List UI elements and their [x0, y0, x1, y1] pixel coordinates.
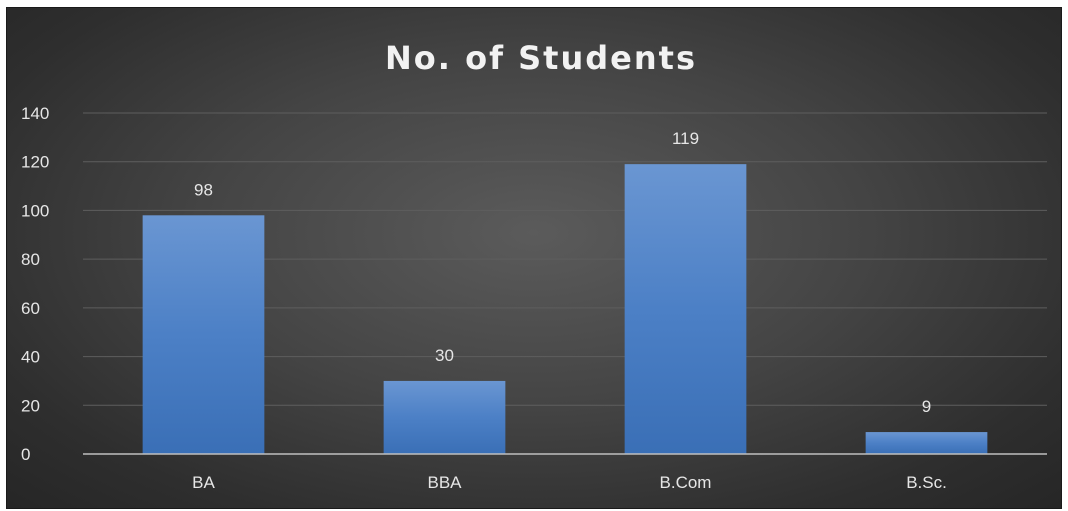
bars	[142, 164, 988, 454]
x-axis-category-labels: BA BBA B.Com B.Sc.	[192, 473, 947, 492]
chart-title: No. of Students	[385, 39, 697, 77]
x-category-label: B.Com	[660, 473, 712, 492]
data-label: 119	[672, 129, 699, 148]
data-labels: 98 30 119 9	[194, 129, 931, 416]
data-label: 98	[194, 180, 213, 199]
data-label: 30	[435, 346, 454, 365]
data-label: 9	[922, 397, 931, 416]
bar-b-sc	[865, 432, 988, 454]
x-category-label: B.Sc.	[906, 473, 947, 492]
x-category-label: BA	[192, 473, 215, 492]
y-tick-label: 80	[21, 250, 40, 269]
y-tick-label: 100	[21, 201, 49, 220]
y-tick-label: 60	[21, 299, 40, 318]
chart-area: No. of Students 0 20 40 60 80 100 120 140 98 30 1…	[6, 7, 1062, 509]
bar-chart: No. of Students 0 20 40 60 80 100 120 140 98 30 1…	[21, 39, 1047, 492]
bar-b-com	[624, 164, 747, 454]
x-category-label: BBA	[427, 473, 462, 492]
bar-ba	[142, 215, 265, 454]
y-tick-label: 140	[21, 104, 49, 123]
y-tick-label: 20	[21, 396, 40, 415]
y-tick-label: 40	[21, 348, 40, 367]
bar-bba	[383, 380, 506, 454]
y-tick-label: 120	[21, 153, 49, 172]
y-tick-label: 0	[21, 445, 30, 464]
y-axis-tick-labels: 0 20 40 60 80 100 120 140	[21, 104, 49, 464]
